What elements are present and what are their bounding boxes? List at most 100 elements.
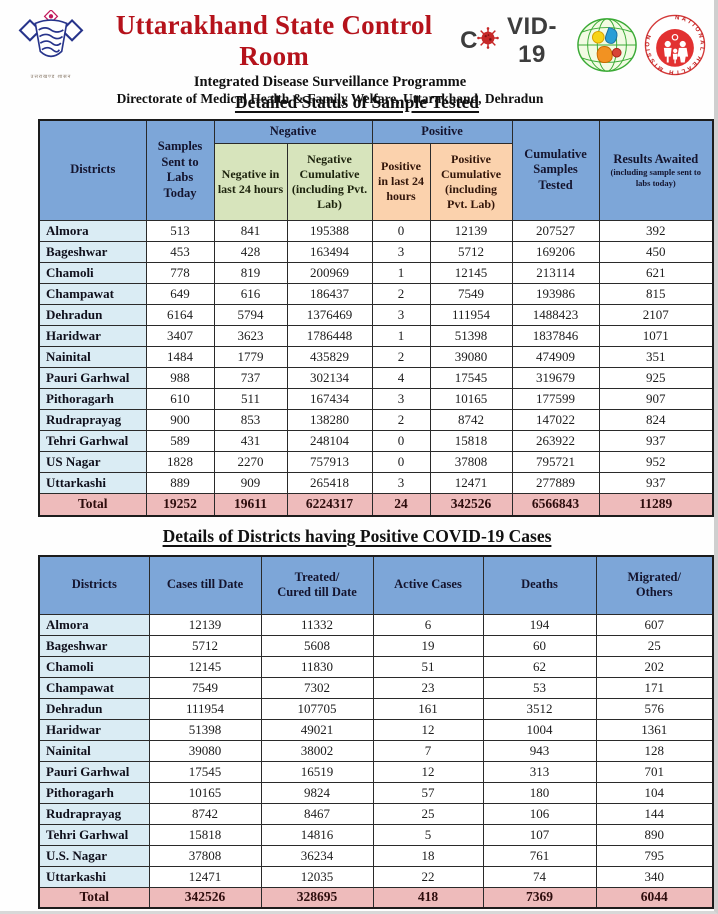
section-title-sample-tested: Detailed Status of Sample Tested — [234, 92, 480, 112]
district-cell: US Nagar — [38, 450, 147, 473]
value-cell: 51398 — [429, 324, 513, 347]
district-cell: Haridwar — [38, 718, 150, 741]
table-row: Dehradun 111954 107705 161 3512 576 — [38, 697, 714, 720]
col-header-deaths: Deaths — [482, 555, 597, 615]
value-cell: 576 — [595, 697, 714, 720]
value-cell: 610 — [145, 387, 215, 410]
value-cell: 49021 — [260, 718, 374, 741]
value-cell: 5712 — [148, 634, 262, 657]
value-cell: 1 — [371, 324, 431, 347]
value-cell: 180 — [482, 781, 597, 804]
table-row: Haridwar 51398 49021 12 1004 1361 — [38, 718, 714, 741]
district-cell: Uttarkashi — [38, 865, 150, 888]
value-cell: 0 — [371, 450, 431, 473]
col-group-positive: Positive — [371, 119, 513, 144]
value-cell: 104 — [595, 781, 714, 804]
value-cell: 1779 — [213, 345, 288, 368]
value-cell: 17545 — [148, 760, 262, 783]
table-row: Bageshwar 5712 5608 19 60 25 — [38, 634, 714, 657]
value-cell: 107 — [482, 823, 597, 846]
value-cell: 37808 — [148, 844, 262, 867]
district-cell: Rudraprayag — [38, 802, 150, 825]
table-row: Chamoli 778 819 200969 1 12145 213114 621 — [38, 261, 714, 284]
value-cell: 889 — [145, 471, 215, 494]
value-cell: 1786448 — [286, 324, 373, 347]
value-cell: 106 — [482, 802, 597, 825]
district-cell: Tehri Garhwal — [38, 823, 150, 846]
value-cell: 111954 — [148, 697, 262, 720]
value-cell: 815 — [598, 282, 714, 305]
value-cell: 193986 — [511, 282, 600, 305]
table-row: Nainital 1484 1779 435829 2 39080 474909 351 — [38, 345, 714, 368]
district-cell: Nainital — [38, 345, 147, 368]
value-cell: 39080 — [148, 739, 262, 762]
value-cell: 431 — [213, 429, 288, 452]
value-cell: 11332 — [260, 613, 374, 636]
value-cell: 900 — [145, 408, 215, 431]
table-row: Pauri Garhwal 988 737 302134 4 17545 319679 925 — [38, 366, 714, 389]
page-title: Uttarakhand State Control Room — [115, 10, 433, 71]
value-cell: 60 — [482, 634, 597, 657]
total-value-cell: 328695 — [260, 886, 374, 909]
value-cell: 937 — [598, 471, 714, 494]
value-cell: 169206 — [511, 240, 600, 263]
col-header-positive-24h: Positive in last 24 hours — [371, 142, 431, 221]
value-cell: 0 — [371, 219, 431, 242]
value-cell: 853 — [213, 408, 288, 431]
value-cell: 138280 — [286, 408, 373, 431]
value-cell: 757913 — [286, 450, 373, 473]
value-cell: 111954 — [429, 303, 513, 326]
value-cell: 319679 — [511, 366, 600, 389]
value-cell: 22 — [372, 865, 484, 888]
col-header-cases-till-date: Cases till Date — [148, 555, 262, 615]
district-cell: Tehri Garhwal — [38, 429, 147, 452]
value-cell: 616 — [213, 282, 288, 305]
value-cell: 167434 — [286, 387, 373, 410]
col-header-samples-sent: Samples Sent to Labs Today — [145, 119, 215, 221]
value-cell: 1484 — [145, 345, 215, 368]
value-cell: 761 — [482, 844, 597, 867]
value-cell: 62 — [482, 655, 597, 678]
total-value-cell: 6044 — [595, 886, 714, 909]
subtitle-programme: Integrated Disease Surveillance Programm… — [193, 74, 467, 90]
value-cell: 3512 — [482, 697, 597, 720]
results-awaited-note: (including sample sent to labs today) — [610, 167, 701, 189]
table-row: U.S. Nagar 37808 36234 18 761 795 — [38, 844, 714, 867]
value-cell: 147022 — [511, 408, 600, 431]
value-cell: 7549 — [148, 676, 262, 699]
value-cell: 128 — [595, 739, 714, 762]
value-cell: 453 — [145, 240, 215, 263]
value-cell: 15818 — [148, 823, 262, 846]
value-cell: 909 — [213, 471, 288, 494]
district-cell: Bageshwar — [38, 634, 150, 657]
report-header: उत्तराखण्ड शासन Uttarakhand State Contro… — [0, 0, 714, 106]
value-cell: 351 — [598, 345, 714, 368]
table-row: Almora 12139 11332 6 194 607 — [38, 613, 714, 636]
district-cell: Bageshwar — [38, 240, 147, 263]
value-cell: 12035 — [260, 865, 374, 888]
value-cell: 392 — [598, 219, 714, 242]
value-cell: 607 — [595, 613, 714, 636]
table-row: Tehri Garhwal 15818 14816 5 107 890 — [38, 823, 714, 846]
district-cell: Pithoragarh — [38, 781, 150, 804]
total-value-cell: 11289 — [598, 492, 714, 517]
district-cell: Uttarkashi — [38, 471, 147, 494]
total-value-cell: 19611 — [213, 492, 288, 517]
value-cell: 177599 — [511, 387, 600, 410]
col-header-negative-24h: Negative in last 24 hours — [213, 142, 288, 221]
table-row: Uttarkashi 889 909 265418 3 12471 277889 937 — [38, 471, 714, 494]
value-cell: 10165 — [429, 387, 513, 410]
value-cell: 277889 — [511, 471, 600, 494]
value-cell: 649 — [145, 282, 215, 305]
value-cell: 248104 — [286, 429, 373, 452]
value-cell: 1004 — [482, 718, 597, 741]
value-cell: 819 — [213, 261, 288, 284]
value-cell: 202 — [595, 655, 714, 678]
subtitle-directorate: Directorate of Medical Health & Family W… — [116, 91, 544, 106]
section-title-positive-cases: Details of Districts having Positive COV… — [162, 526, 552, 546]
value-cell: 51 — [372, 655, 484, 678]
value-cell: 15818 — [429, 429, 513, 452]
value-cell: 14816 — [260, 823, 374, 846]
value-cell: 163494 — [286, 240, 373, 263]
value-cell: 51398 — [148, 718, 262, 741]
